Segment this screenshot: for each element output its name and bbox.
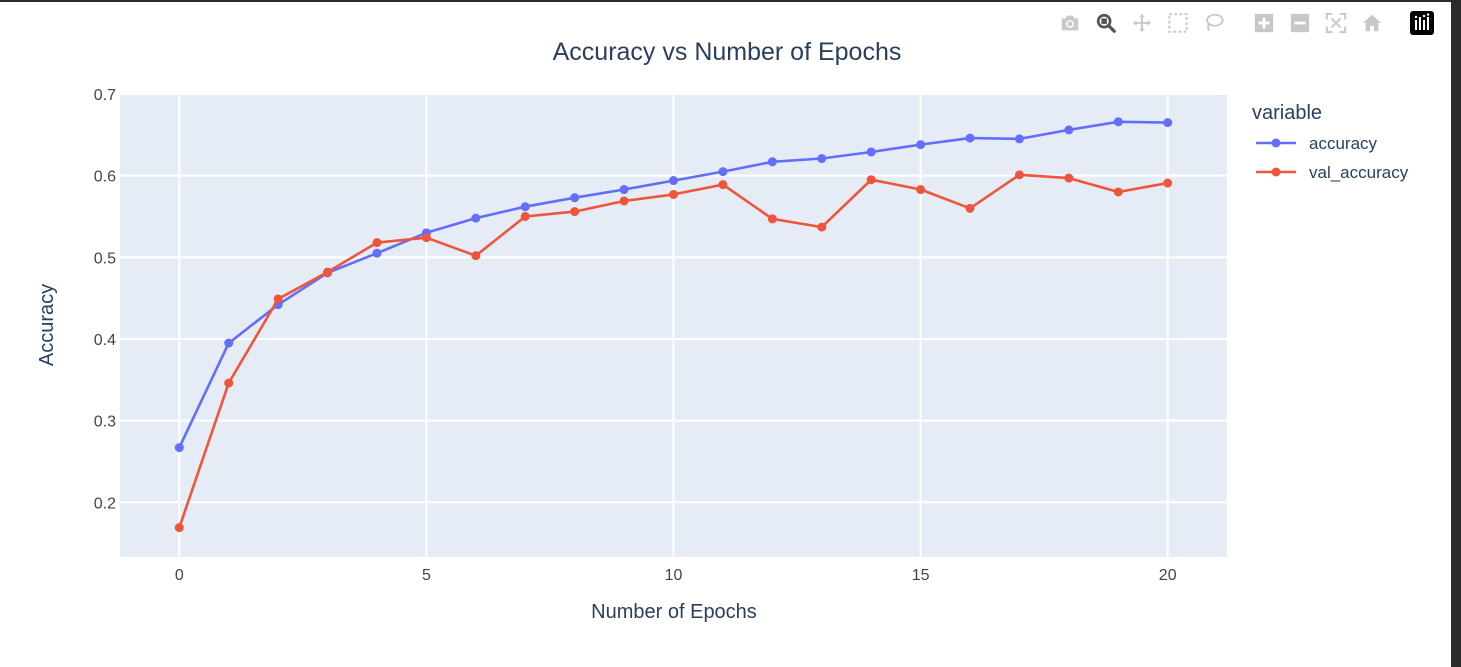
legend-label: val_accuracy bbox=[1309, 163, 1409, 182]
y-tick-label: 0.7 bbox=[94, 87, 116, 104]
legend-item-accuracy[interactable]: accuracy bbox=[1256, 134, 1378, 153]
data-point[interactable] bbox=[520, 211, 530, 221]
series-layer bbox=[174, 117, 1173, 533]
data-point[interactable] bbox=[520, 202, 530, 212]
data-point[interactable] bbox=[421, 233, 431, 243]
data-point[interactable] bbox=[866, 175, 876, 185]
box-select-button[interactable] bbox=[1164, 9, 1192, 37]
plotly-logo-button[interactable] bbox=[1408, 9, 1436, 37]
reset-axes-button[interactable] bbox=[1358, 9, 1386, 37]
x-tick-label: 20 bbox=[1159, 567, 1177, 584]
data-point[interactable] bbox=[372, 238, 382, 248]
data-point[interactable] bbox=[1064, 125, 1074, 135]
data-point[interactable] bbox=[767, 157, 777, 167]
data-point[interactable] bbox=[273, 294, 283, 304]
data-point[interactable] bbox=[1064, 173, 1074, 183]
data-point[interactable] bbox=[965, 133, 975, 143]
lasso-select-button[interactable] bbox=[1200, 9, 1228, 37]
data-point[interactable] bbox=[669, 189, 678, 199]
data-point[interactable] bbox=[1113, 187, 1123, 197]
x-tick-label: 15 bbox=[912, 567, 930, 584]
data-point[interactable] bbox=[718, 167, 728, 177]
data-point[interactable] bbox=[1163, 118, 1173, 128]
legend: variable accuracy val_accuracy bbox=[1252, 102, 1409, 182]
x-gridlines bbox=[178, 94, 1169, 557]
zoom-icon bbox=[1096, 13, 1116, 33]
x-axis-label: Number of Epochs bbox=[591, 601, 757, 623]
legend-marker bbox=[1271, 167, 1281, 177]
plotly-logo-icon bbox=[1410, 11, 1434, 35]
x-tick-label: 0 bbox=[175, 567, 184, 584]
data-point[interactable] bbox=[916, 185, 926, 195]
pan-icon bbox=[1132, 13, 1152, 33]
data-point[interactable] bbox=[372, 248, 382, 258]
data-point[interactable] bbox=[718, 180, 728, 190]
legend-item-val_accuracy[interactable]: val_accuracy bbox=[1256, 163, 1409, 182]
data-point[interactable] bbox=[224, 338, 234, 348]
x-axis-ticks: 0 5 10 15 20 bbox=[175, 567, 1177, 584]
autoscale-button[interactable] bbox=[1322, 9, 1350, 37]
data-point[interactable] bbox=[570, 207, 580, 217]
reset-axes-icon bbox=[1362, 14, 1382, 32]
data-point[interactable] bbox=[619, 196, 629, 206]
data-point[interactable] bbox=[471, 251, 481, 261]
data-point[interactable] bbox=[570, 193, 580, 203]
legend-title: variable bbox=[1252, 102, 1322, 124]
zoom-button[interactable] bbox=[1092, 9, 1120, 37]
camera-icon bbox=[1061, 15, 1079, 31]
legend-marker bbox=[1271, 138, 1281, 148]
data-point[interactable] bbox=[817, 222, 827, 232]
data-point[interactable] bbox=[916, 140, 926, 150]
lasso-select-icon bbox=[1206, 13, 1224, 31]
pan-button[interactable] bbox=[1128, 9, 1156, 37]
data-point[interactable] bbox=[224, 378, 234, 388]
series-val_accuracy bbox=[174, 170, 1173, 533]
box-select-icon bbox=[1168, 13, 1188, 33]
download-plot-button[interactable] bbox=[1056, 9, 1084, 37]
data-point[interactable] bbox=[471, 213, 481, 223]
zoom-out-icon bbox=[1290, 13, 1310, 33]
y-tick-label: 0.2 bbox=[94, 495, 116, 512]
y-tick-label: 0.4 bbox=[94, 332, 116, 349]
y-tick-label: 0.3 bbox=[94, 414, 116, 431]
autoscale-icon bbox=[1325, 12, 1347, 34]
data-point[interactable] bbox=[767, 214, 777, 224]
data-point[interactable] bbox=[817, 154, 827, 164]
zoom-out-button[interactable] bbox=[1286, 9, 1314, 37]
data-point[interactable] bbox=[174, 523, 184, 533]
data-point[interactable] bbox=[1014, 134, 1024, 144]
legend-label: accuracy bbox=[1309, 134, 1378, 153]
series-accuracy bbox=[174, 117, 1173, 453]
data-point[interactable] bbox=[619, 185, 629, 195]
y-axis-label: Accuracy bbox=[36, 284, 58, 366]
data-point[interactable] bbox=[866, 147, 876, 157]
y-tick-label: 0.5 bbox=[94, 250, 116, 267]
y-axis-ticks: 0.2 0.3 0.4 0.5 0.6 0.7 bbox=[94, 87, 116, 512]
x-tick-label: 10 bbox=[665, 567, 683, 584]
chart-title: Accuracy vs Number of Epochs bbox=[553, 38, 902, 66]
data-point[interactable] bbox=[1113, 117, 1123, 127]
data-point[interactable] bbox=[669, 176, 678, 186]
zoom-in-button[interactable] bbox=[1250, 9, 1278, 37]
data-point[interactable] bbox=[174, 443, 184, 453]
zoom-in-icon bbox=[1254, 13, 1274, 33]
data-point[interactable] bbox=[1014, 170, 1024, 180]
y-tick-label: 0.6 bbox=[94, 169, 116, 186]
data-point[interactable] bbox=[965, 203, 975, 213]
data-point[interactable] bbox=[1163, 178, 1173, 188]
x-tick-label: 5 bbox=[422, 567, 431, 584]
modebar bbox=[1056, 8, 1444, 38]
data-point[interactable] bbox=[323, 267, 333, 277]
